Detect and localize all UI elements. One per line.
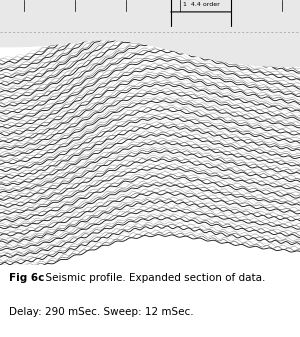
Text: Fig 6c: Fig 6c [9,273,44,283]
Text: Delay: 290 mSec. Sweep: 12 mSec.: Delay: 290 mSec. Sweep: 12 mSec. [9,307,194,316]
Text: 1  4.4 order: 1 4.4 order [183,2,219,7]
Text: Seismic profile. Expanded section of data.: Seismic profile. Expanded section of dat… [40,273,266,283]
